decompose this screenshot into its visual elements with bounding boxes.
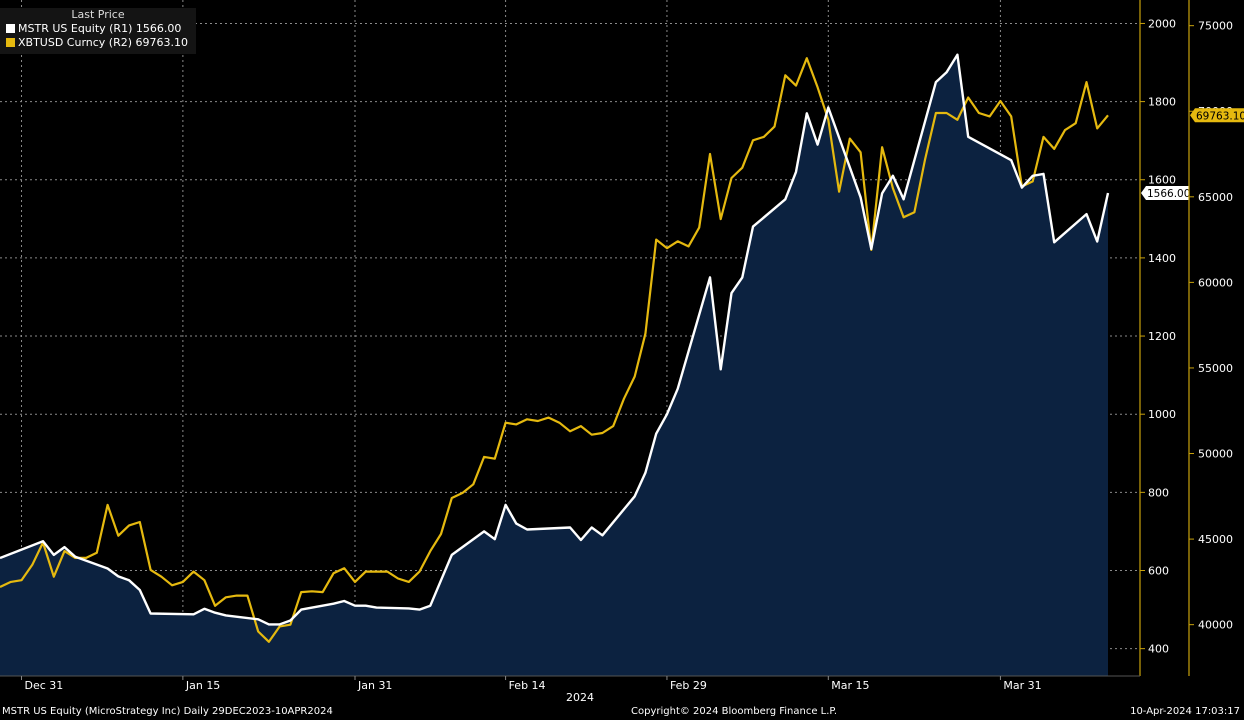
xbtusd-line	[0, 57, 1109, 643]
r1-tick-label: 800	[1148, 486, 1169, 499]
x-tick-label: Mar 15	[831, 679, 869, 692]
mstr-last-value-tag	[1141, 186, 1189, 201]
legend-swatch-mstr	[6, 24, 15, 33]
legend-item-xbtusd: XBTUSD Curncy (R2) 69763.10	[0, 36, 196, 50]
mstr-line	[0, 53, 1110, 626]
r2-axis: 4000045000500005500060000650007000075000…	[1188, 0, 1244, 676]
r2-tick-label: 55000	[1198, 362, 1233, 375]
r1-tick-label: 1600	[1148, 174, 1176, 187]
legend-swatch-xbtusd	[6, 38, 15, 47]
r1-tick-label: 1200	[1148, 330, 1176, 343]
mstr-last-value-label: 1566.00	[1147, 188, 1190, 200]
footer-security: MSTR US Equity (MicroStrategy Inc) Daily…	[2, 706, 333, 717]
r2-tick-label: 40000	[1198, 619, 1233, 632]
mstr-area	[0, 54, 1108, 676]
r2-tick-label: 65000	[1198, 191, 1233, 204]
r1-tick-label: 400	[1148, 643, 1169, 656]
x-axis: Dec 31 Jan 15 Jan 31 Feb 14 Feb 29 Mar 15 Mar …	[0, 675, 1140, 704]
series-lines	[0, 53, 1110, 643]
x-year-label: 2024	[566, 691, 594, 704]
r2-tick-label: 45000	[1198, 533, 1233, 546]
r1-tick-label: 1800	[1148, 96, 1176, 109]
x-tick-label: Feb 14	[509, 679, 546, 692]
legend-label-mstr: MSTR US Equity (R1) 1566.00	[18, 22, 182, 35]
legend-header: Last Price	[71, 8, 125, 21]
x-tick-label: Jan 15	[185, 679, 220, 692]
legend-item-mstr: MSTR US Equity (R1) 1566.00	[0, 22, 196, 36]
legend: Last Price MSTR US Equity (R1) 1566.00 X…	[0, 8, 196, 54]
footer-timestamp: 10-Apr-2024 17:03:17	[1130, 706, 1240, 717]
r1-tick-label: 1000	[1148, 408, 1176, 421]
r1-tick-label: 2000	[1148, 17, 1176, 30]
footer-copyright: Copyright© 2024 Bloomberg Finance L.P.	[631, 706, 838, 717]
r2-tick-label: 75000	[1198, 20, 1233, 33]
x-tick-label: Jan 31	[357, 679, 392, 692]
r1-axis: 400 600 800 1000 1200 1400 1600 1800 2000 1566.00	[1139, 0, 1190, 676]
r1-tick-label: 1400	[1148, 252, 1176, 265]
r2-tick-label: 50000	[1198, 448, 1233, 461]
r2-tick-label: 60000	[1198, 276, 1233, 289]
xbtusd-last-value-tag	[1190, 108, 1244, 123]
x-tick-label: Mar 31	[1003, 679, 1041, 692]
mstr-area-fill	[0, 54, 1108, 676]
xbtusd-last-value-label: 69763.10	[1196, 110, 1244, 122]
r1-tick-label: 600	[1148, 564, 1169, 577]
x-tick-label: Dec 31	[25, 679, 64, 692]
legend-label-xbtusd: XBTUSD Curncy (R2) 69763.10	[18, 36, 189, 49]
x-tick-label: Feb 29	[670, 679, 707, 692]
